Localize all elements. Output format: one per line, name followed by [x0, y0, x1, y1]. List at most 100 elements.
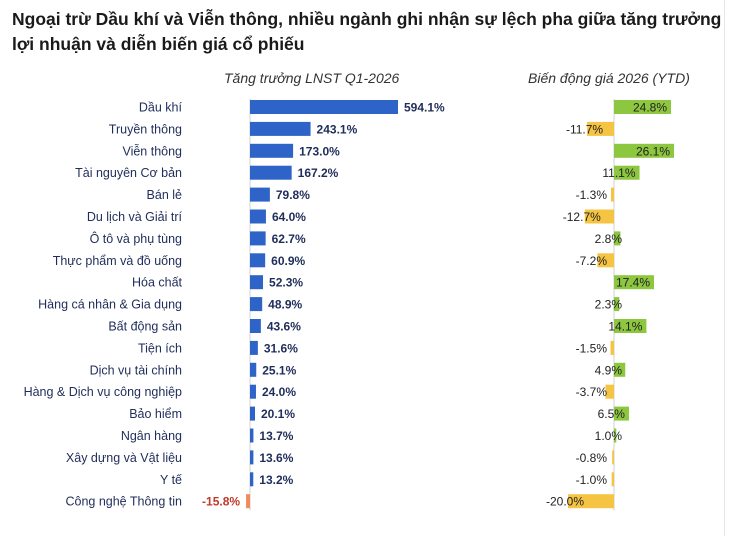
- price-bar: [584, 209, 614, 224]
- profit-data-label: 62.7%: [272, 232, 306, 246]
- profit-data-label: 20.1%: [261, 407, 295, 421]
- profit-bar: [250, 143, 294, 158]
- profit-data-label: 79.8%: [276, 188, 310, 202]
- category-label: Bảo hiểm: [129, 407, 182, 421]
- price-data-label: -12.7%: [563, 210, 601, 224]
- profit-bar: [250, 406, 256, 421]
- category-label: Tài nguyên Cơ bản: [75, 166, 182, 180]
- price-bar: [610, 340, 614, 355]
- price-bar: [612, 450, 614, 465]
- profit-data-label: 173.0%: [299, 144, 340, 158]
- price-bar: [614, 231, 621, 246]
- profit-bar: [250, 275, 264, 290]
- profit-data-label: 24.0%: [262, 385, 296, 399]
- profit-bar: [250, 253, 266, 268]
- price-bar: [611, 187, 614, 202]
- price-bar: [614, 319, 647, 333]
- profit-data-label: 13.7%: [259, 429, 293, 443]
- price-panel-title: Biến động giá 2026 (YTD): [528, 70, 690, 86]
- category-label: Viễn thông: [122, 143, 182, 158]
- category-label: Du lịch và Giải trí: [87, 210, 183, 224]
- price-data-label: -0.8%: [576, 451, 608, 465]
- price-bar: [614, 165, 640, 180]
- profit-bar: [250, 297, 263, 312]
- category-label: Ngân hàng: [121, 429, 182, 443]
- price-bar: [614, 406, 629, 421]
- profit-data-label: 64.0%: [272, 210, 306, 224]
- price-data-label: 1.0%: [595, 429, 623, 443]
- category-label: Ô tô và phụ tùng: [90, 231, 182, 246]
- price-bar: [614, 275, 654, 290]
- profit-bar: [250, 340, 258, 355]
- price-bar: [587, 121, 614, 136]
- price-data-label: -1.3%: [576, 188, 608, 202]
- category-label: Bất động sản: [108, 320, 182, 334]
- category-label: Hàng & Dịch vụ công nghiệp: [24, 385, 182, 399]
- category-label: Truyền thông: [109, 122, 182, 136]
- profit-data-label: 31.6%: [264, 341, 298, 355]
- price-bar: [614, 297, 620, 312]
- price-bar: [568, 494, 614, 509]
- profit-data-label: 48.9%: [268, 298, 302, 312]
- category-label: Bán lẻ: [147, 188, 182, 202]
- category-label: Hàng cá nhân & Gia dụng: [38, 298, 182, 312]
- profit-data-label: 43.6%: [267, 320, 301, 334]
- profit-bar: [246, 494, 250, 509]
- profit-data-label: -15.8%: [202, 495, 240, 509]
- profit-bar: [250, 428, 254, 443]
- category-label: Dầu khí: [139, 101, 183, 115]
- frame-edge: [724, 0, 725, 536]
- profit-data-label: 13.6%: [259, 451, 293, 465]
- category-label: Tiện ích: [138, 341, 182, 355]
- profit-data-label: 243.1%: [317, 122, 358, 136]
- price-bar: [614, 362, 626, 377]
- price-data-label: -7.2%: [576, 254, 608, 268]
- profit-data-label: 25.1%: [262, 363, 296, 377]
- price-data-label: 17.4%: [616, 276, 650, 290]
- price-bar: [614, 143, 674, 158]
- category-label: Xây dựng và Vật liệu: [66, 451, 182, 465]
- profit-data-label: 13.2%: [259, 473, 293, 487]
- profit-bar: [250, 362, 257, 377]
- price-data-label: -20.0%: [546, 495, 584, 509]
- profit-bar: [250, 450, 254, 465]
- profit-data-label: 167.2%: [298, 166, 339, 180]
- profit-bar: [250, 231, 266, 246]
- profit-bar: [250, 165, 292, 180]
- price-bar: [611, 472, 614, 487]
- category-label: Thực phẩm và đồ uống: [53, 254, 182, 268]
- profit-data-label: 60.9%: [271, 254, 305, 268]
- profit-panel-title: Tăng trưởng LNST Q1-2026: [224, 70, 400, 86]
- chart-title: Ngoại trừ Dầu khí và Viễn thông, nhiều n…: [12, 9, 722, 54]
- profit-bar: [250, 187, 270, 202]
- category-label: Hóa chất: [132, 276, 183, 290]
- profit-data-label: 594.1%: [404, 101, 445, 115]
- profit-bar: [250, 472, 254, 487]
- price-data-label: 14.1%: [608, 320, 642, 334]
- price-data-label: 11.1%: [602, 166, 635, 180]
- price-bar: [605, 384, 614, 399]
- price-bar: [614, 100, 672, 114]
- price-data-label: -1.5%: [576, 341, 608, 355]
- price-data-label: 26.1%: [636, 144, 670, 158]
- price-data-label: 4.9%: [595, 363, 623, 377]
- profit-data-label: 52.3%: [269, 276, 303, 290]
- profit-bar: [250, 384, 256, 399]
- price-bar: [597, 253, 614, 268]
- profit-bar: [250, 319, 261, 333]
- price-data-label: 2.8%: [595, 232, 623, 246]
- category-label: Công nghệ Thông tin: [65, 495, 182, 509]
- profit-bar: [250, 209, 266, 224]
- price-bar: [614, 428, 617, 443]
- price-data-label: 24.8%: [633, 101, 667, 115]
- profit-bar: [250, 121, 311, 136]
- price-data-label: -1.0%: [576, 473, 608, 487]
- price-data-label: 6.5%: [598, 407, 626, 421]
- category-label: Dịch vụ tài chính: [90, 363, 182, 377]
- price-data-label: -11.7%: [566, 122, 603, 136]
- price-data-label: 2.3%: [595, 298, 623, 312]
- price-data-label: -3.7%: [576, 385, 608, 399]
- profit-bar: [250, 100, 398, 114]
- category-label: Y tế: [160, 473, 182, 487]
